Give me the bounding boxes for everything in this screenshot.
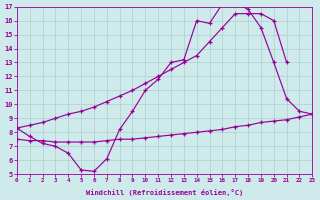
X-axis label: Windchill (Refroidissement éolien,°C): Windchill (Refroidissement éolien,°C) — [86, 189, 243, 196]
